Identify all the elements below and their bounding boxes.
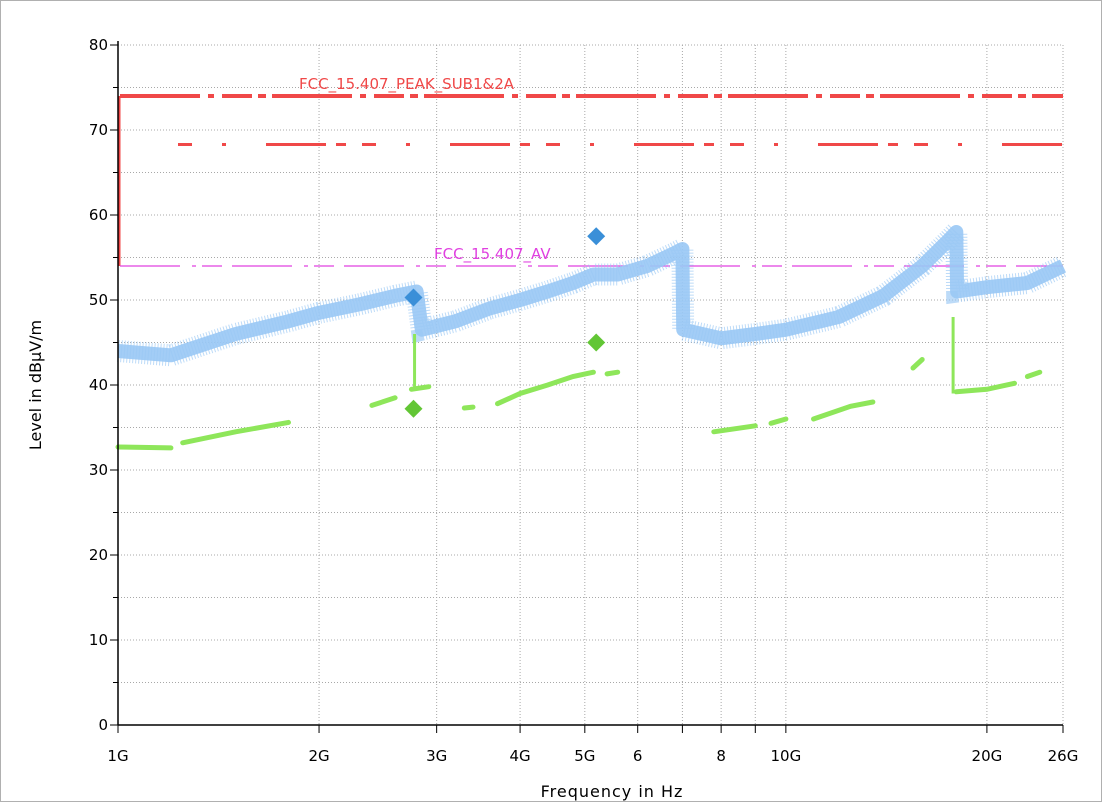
y-tick-label: 50 [89,291,108,309]
measurement-marker [404,288,423,307]
measurement-marker [587,333,606,352]
y-tick-label: 10 [89,631,108,649]
x-axis-label: Frequency in Hz [541,782,684,801]
x-tick-label: 2G [308,747,329,765]
avg-trace-segment [495,369,596,407]
avg-trace-segment [910,357,925,371]
y-tick-label: 20 [89,546,108,564]
peak-trace-band [117,225,1067,363]
tick-labels: 0 10 20 30 40 50 60 70 80 1G 2G 3G 4G 5G 6 8 10G 20G 26G [89,36,1078,765]
avg-trace-segment [768,416,789,426]
measurement-marker [587,227,606,246]
avg-trace-segment [604,369,621,377]
limit-label-av: FCC_15.407_AV [434,245,551,264]
y-tick-label: 30 [89,461,108,479]
marker-layer [404,227,606,418]
x-tick-label: 5G [574,747,595,765]
avg-trace-segment [711,423,758,435]
x-tick-label: 3G [426,747,447,765]
avg-trace-segment [180,419,291,446]
avg-trace-segment [1024,369,1043,379]
y-tick-label: 40 [89,376,108,394]
avg-trace-segment [369,395,398,408]
y-tick-label: 0 [98,716,108,734]
x-tick-label: 26G [1048,747,1079,765]
avg-trace-segment [811,399,876,422]
limit-label-peak: FCC_15.407_PEAK_SUB1&2A [299,75,515,94]
x-tick-label: 6 [633,747,643,765]
x-tick-label: 10G [770,747,801,765]
series-layer [115,204,1068,451]
x-tick-label: 1G [107,747,128,765]
grid-lines [117,44,1064,726]
measurement-marker [404,399,423,418]
x-tick-label: 8 [716,747,726,765]
y-tick-label: 70 [89,121,108,139]
y-tick-label: 80 [89,36,108,54]
x-tick-label: 4G [510,747,531,765]
avg-trace-segment [461,404,476,411]
avg-trace-segment [953,380,1017,395]
limit-lines: FCC_15.407_PEAK_SUB1&2A FCC_15.407_AV [117,75,1063,267]
y-tick-label: 60 [89,206,108,224]
peak-trace-noise [117,204,1068,367]
y-axis-label: Level in dBµV/m [26,320,45,450]
avg-trace-segment [115,444,174,451]
axes [110,41,1064,733]
x-tick-label: 20G [972,747,1003,765]
